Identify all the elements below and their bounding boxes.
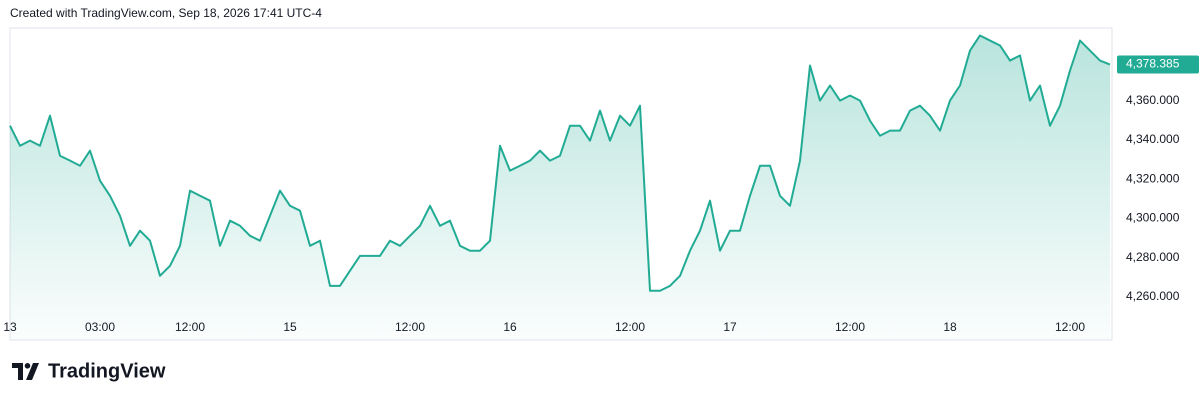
last-price-label: 4,378.385 (1126, 57, 1180, 71)
y-tick-label: 4,360.000 (1126, 93, 1180, 107)
price-area (10, 35, 1110, 340)
price-line (9, 34, 1111, 292)
y-tick-label: 4,260.000 (1126, 289, 1180, 303)
y-tick-label: 4,340.000 (1126, 132, 1180, 146)
chart-title: Created with TradingView.com, Sep 18, 20… (10, 6, 322, 20)
y-tick-label: 4,320.000 (1126, 171, 1180, 185)
y-tick-label: 4,280.000 (1126, 250, 1180, 264)
last-price-badge (1117, 55, 1199, 74)
brand-name: TradingView (48, 360, 166, 382)
y-tick-label: 4,300.000 (1126, 211, 1180, 225)
brand-logo (12, 363, 39, 380)
